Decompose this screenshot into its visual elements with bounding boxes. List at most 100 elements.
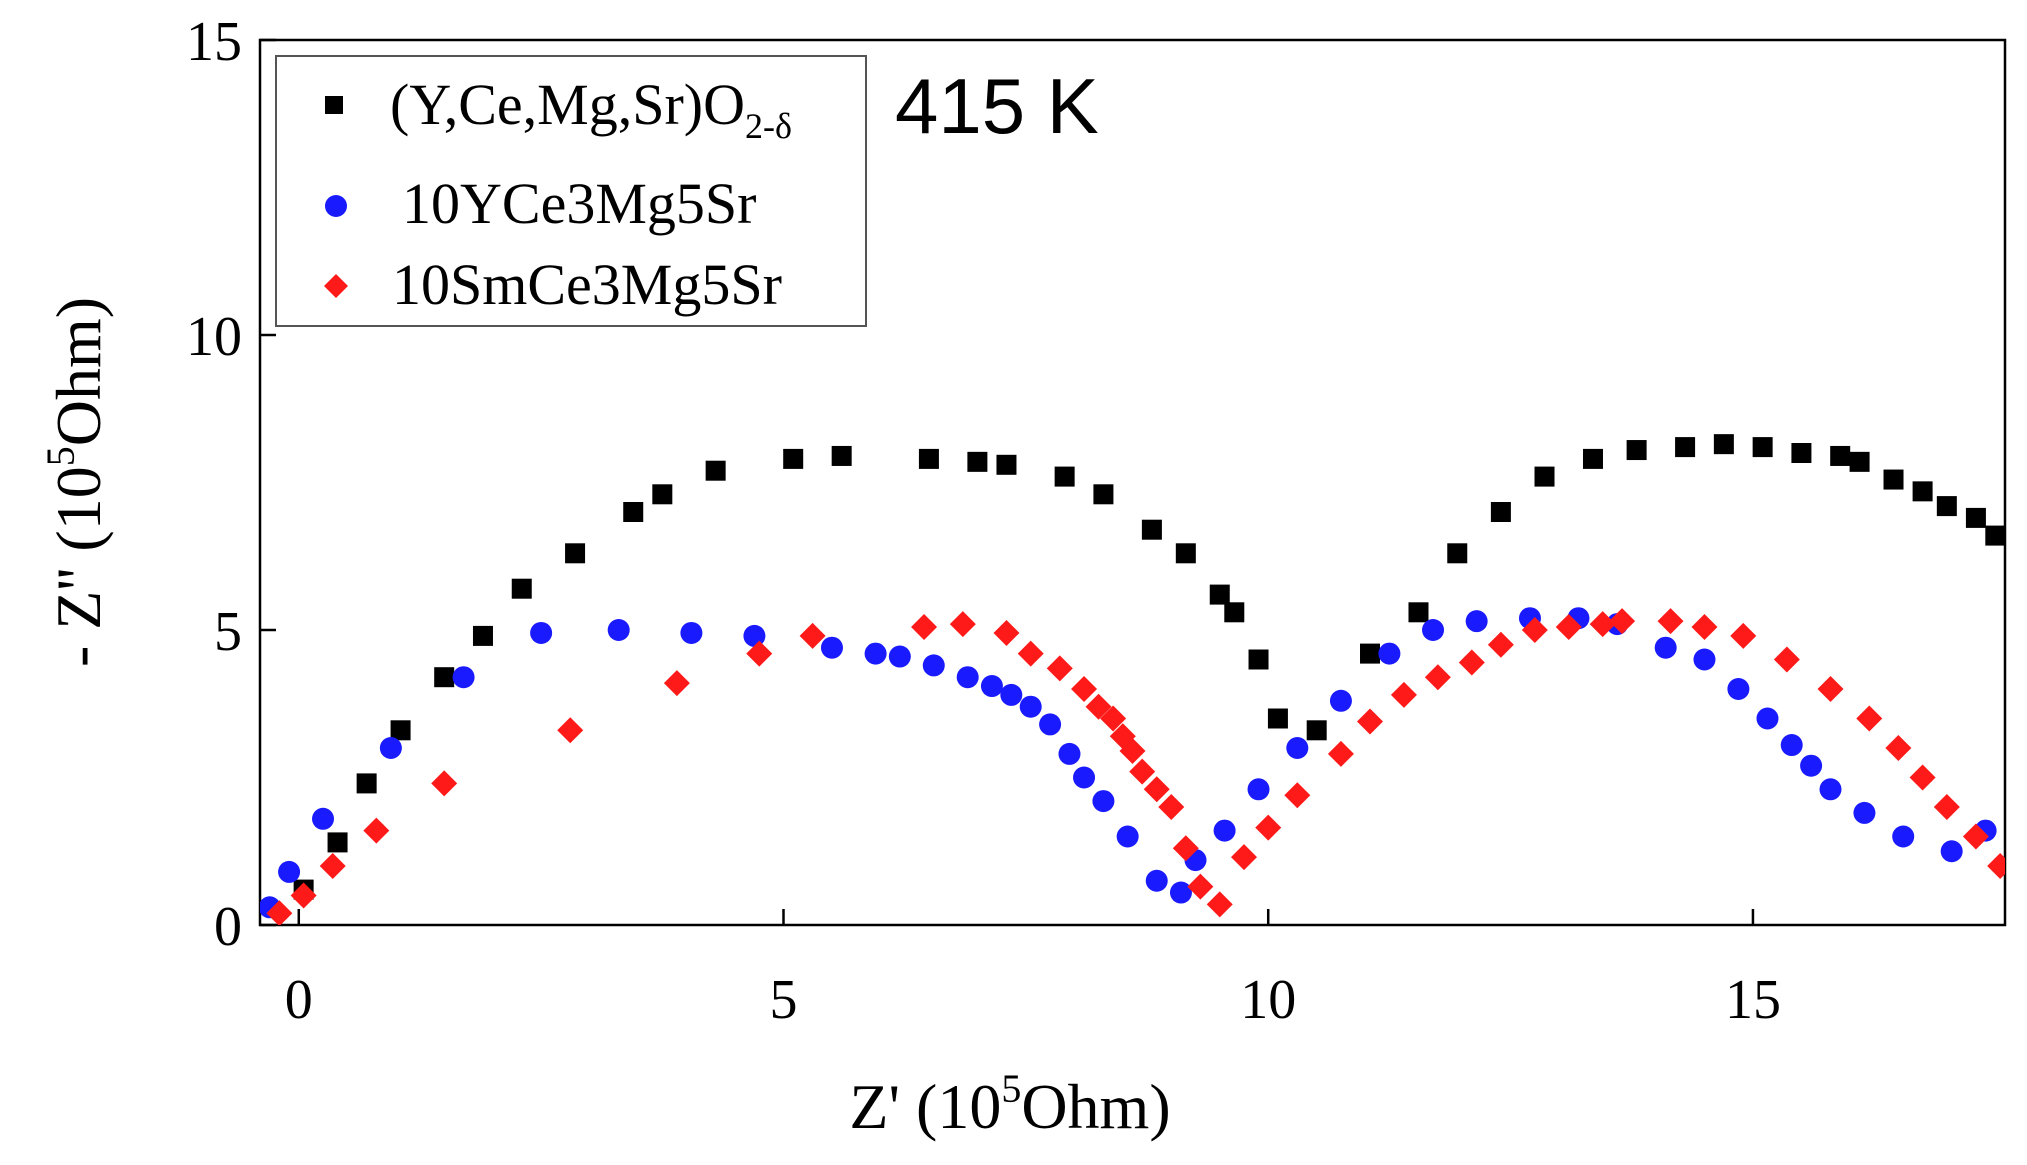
data-point-series-2 [290, 882, 317, 909]
data-point-series-2 [1521, 617, 1548, 643]
data-point-series-1 [1213, 819, 1236, 842]
data-point-series-2 [1773, 646, 1800, 673]
data-point-series-2 [1143, 776, 1170, 803]
data-point-series-1 [1892, 825, 1915, 848]
x-axis-label: Z' (105Ohm) [849, 1066, 1170, 1142]
y-axis-label: - Z'' (105Ohm) [38, 297, 114, 667]
data-point-series-0 [1175, 543, 1196, 564]
data-point-series-0 [1713, 434, 1734, 455]
data-point-series-2 [1230, 844, 1257, 871]
legend-entry-10ycemgsr: 10YCe3Mg5Sr [325, 171, 756, 236]
data-point-series-0 [967, 451, 988, 472]
data-point-series-0 [434, 667, 455, 688]
data-point-series-0 [1224, 602, 1245, 623]
data-point-series-2 [746, 640, 773, 667]
data-point-series-1 [680, 621, 703, 644]
data-point-series-0 [1582, 448, 1603, 469]
data-point-series-2 [949, 611, 976, 638]
legend-entry-10smcemgsr: 10SmCe3Mg5Sr [324, 252, 782, 317]
data-point-series-0 [1447, 543, 1468, 564]
data-point-series-2 [1357, 708, 1384, 735]
data-point-series-1 [607, 619, 630, 641]
data-point-series-2 [1691, 614, 1718, 641]
data-point-series-1 [864, 642, 887, 665]
data-point-series-1 [278, 860, 301, 883]
data-point-series-2 [911, 614, 938, 641]
legend-label-10smcemgsr: 10SmCe3Mg5Sr [392, 252, 782, 317]
data-point-series-1 [922, 654, 945, 677]
data-point-series-1 [820, 636, 843, 659]
x-tick-label: 10 [1240, 969, 1296, 1031]
data-point-series-1 [1019, 695, 1042, 718]
data-point-series-2 [1017, 640, 1044, 667]
legend-marker-square [325, 96, 343, 114]
data-point-series-2 [319, 853, 346, 879]
data-point-series-1 [1329, 689, 1352, 712]
data-point-series-0 [783, 448, 804, 469]
data-point-series-1 [1780, 734, 1803, 757]
data-point-series-2 [1071, 676, 1098, 702]
data-point-series-1 [1693, 648, 1716, 671]
data-point-series-2 [363, 817, 390, 844]
data-point-series-0 [1752, 437, 1773, 458]
data-point-series-0 [1626, 440, 1647, 461]
data-point-series-2 [1158, 794, 1185, 820]
data-point-series-2 [1589, 611, 1616, 638]
legend-box [275, 55, 867, 327]
data-point-series-2 [1172, 835, 1199, 862]
data-point-series-0 [511, 578, 532, 599]
data-point-series-1 [1169, 881, 1192, 904]
data-point-series-2 [431, 770, 458, 797]
data-point-series-1 [1039, 713, 1062, 736]
data-point-series-2 [1187, 873, 1214, 900]
legend-label-10ycemgsr: 10YCe3Mg5Sr [402, 171, 756, 236]
data-point-series-0 [1883, 469, 1904, 490]
x-tick-label: 5 [770, 969, 798, 1031]
data-point-series-2 [1856, 705, 1883, 732]
data-point-series-0 [623, 502, 644, 522]
data-point-series-0 [1849, 451, 1870, 472]
data-point-series-2 [266, 900, 293, 925]
data-point-series-0 [1209, 584, 1230, 605]
data-point-series-2 [1424, 664, 1451, 691]
data-point-series-2 [1555, 614, 1582, 641]
data-point-series-2 [799, 622, 826, 649]
data-point-series-1 [1378, 642, 1401, 665]
data-point-series-1 [1073, 766, 1096, 789]
data-point-series-2 [1933, 794, 1960, 820]
temperature-annotation: 415 K [895, 62, 1099, 150]
data-point-series-2 [1817, 676, 1844, 702]
data-point-series-1 [312, 807, 335, 830]
data-point-series-0 [1675, 437, 1696, 458]
data-point-series-1 [1058, 742, 1081, 765]
data-point-series-2 [557, 717, 584, 744]
data-point-series-2 [1327, 740, 1354, 767]
data-point-series-2 [1129, 758, 1156, 785]
data-point-series-2 [1284, 782, 1311, 809]
data-point-series-2 [993, 619, 1020, 646]
data-point-series-1 [1654, 636, 1677, 659]
data-point-series-1 [956, 666, 979, 689]
data-point-series-2 [1909, 764, 1936, 791]
legend-label-ycemgsr: (Y,Ce,Mg,Sr)O2-δ [390, 72, 792, 146]
data-point-series-0 [1360, 643, 1381, 664]
data-point-series-1 [1116, 825, 1139, 848]
data-point-series-0 [996, 454, 1017, 475]
data-point-series-0 [705, 460, 726, 481]
data-point-series-0 [1490, 502, 1511, 522]
data-point-series-1 [1247, 778, 1270, 801]
data-point-series-2 [1885, 735, 1912, 761]
data-point-series-2 [1730, 622, 1757, 649]
data-point-series-2 [2011, 880, 2027, 906]
data-point-series-1 [1800, 754, 1823, 777]
data-point-series-0 [1965, 507, 1986, 528]
axis-ticks [260, 38, 1755, 927]
data-point-series-1 [530, 621, 553, 644]
data-point-series-1 [1286, 737, 1309, 759]
data-point-series-0 [1408, 602, 1429, 623]
data-point-series-1 [1853, 801, 1876, 824]
data-point-series-0 [1791, 443, 1812, 463]
data-point-series-2 [1987, 853, 2005, 879]
legend-entry-ycemgsr: (Y,Ce,Mg,Sr)O2-δ [325, 72, 792, 146]
data-point-series-0 [1985, 525, 2005, 546]
